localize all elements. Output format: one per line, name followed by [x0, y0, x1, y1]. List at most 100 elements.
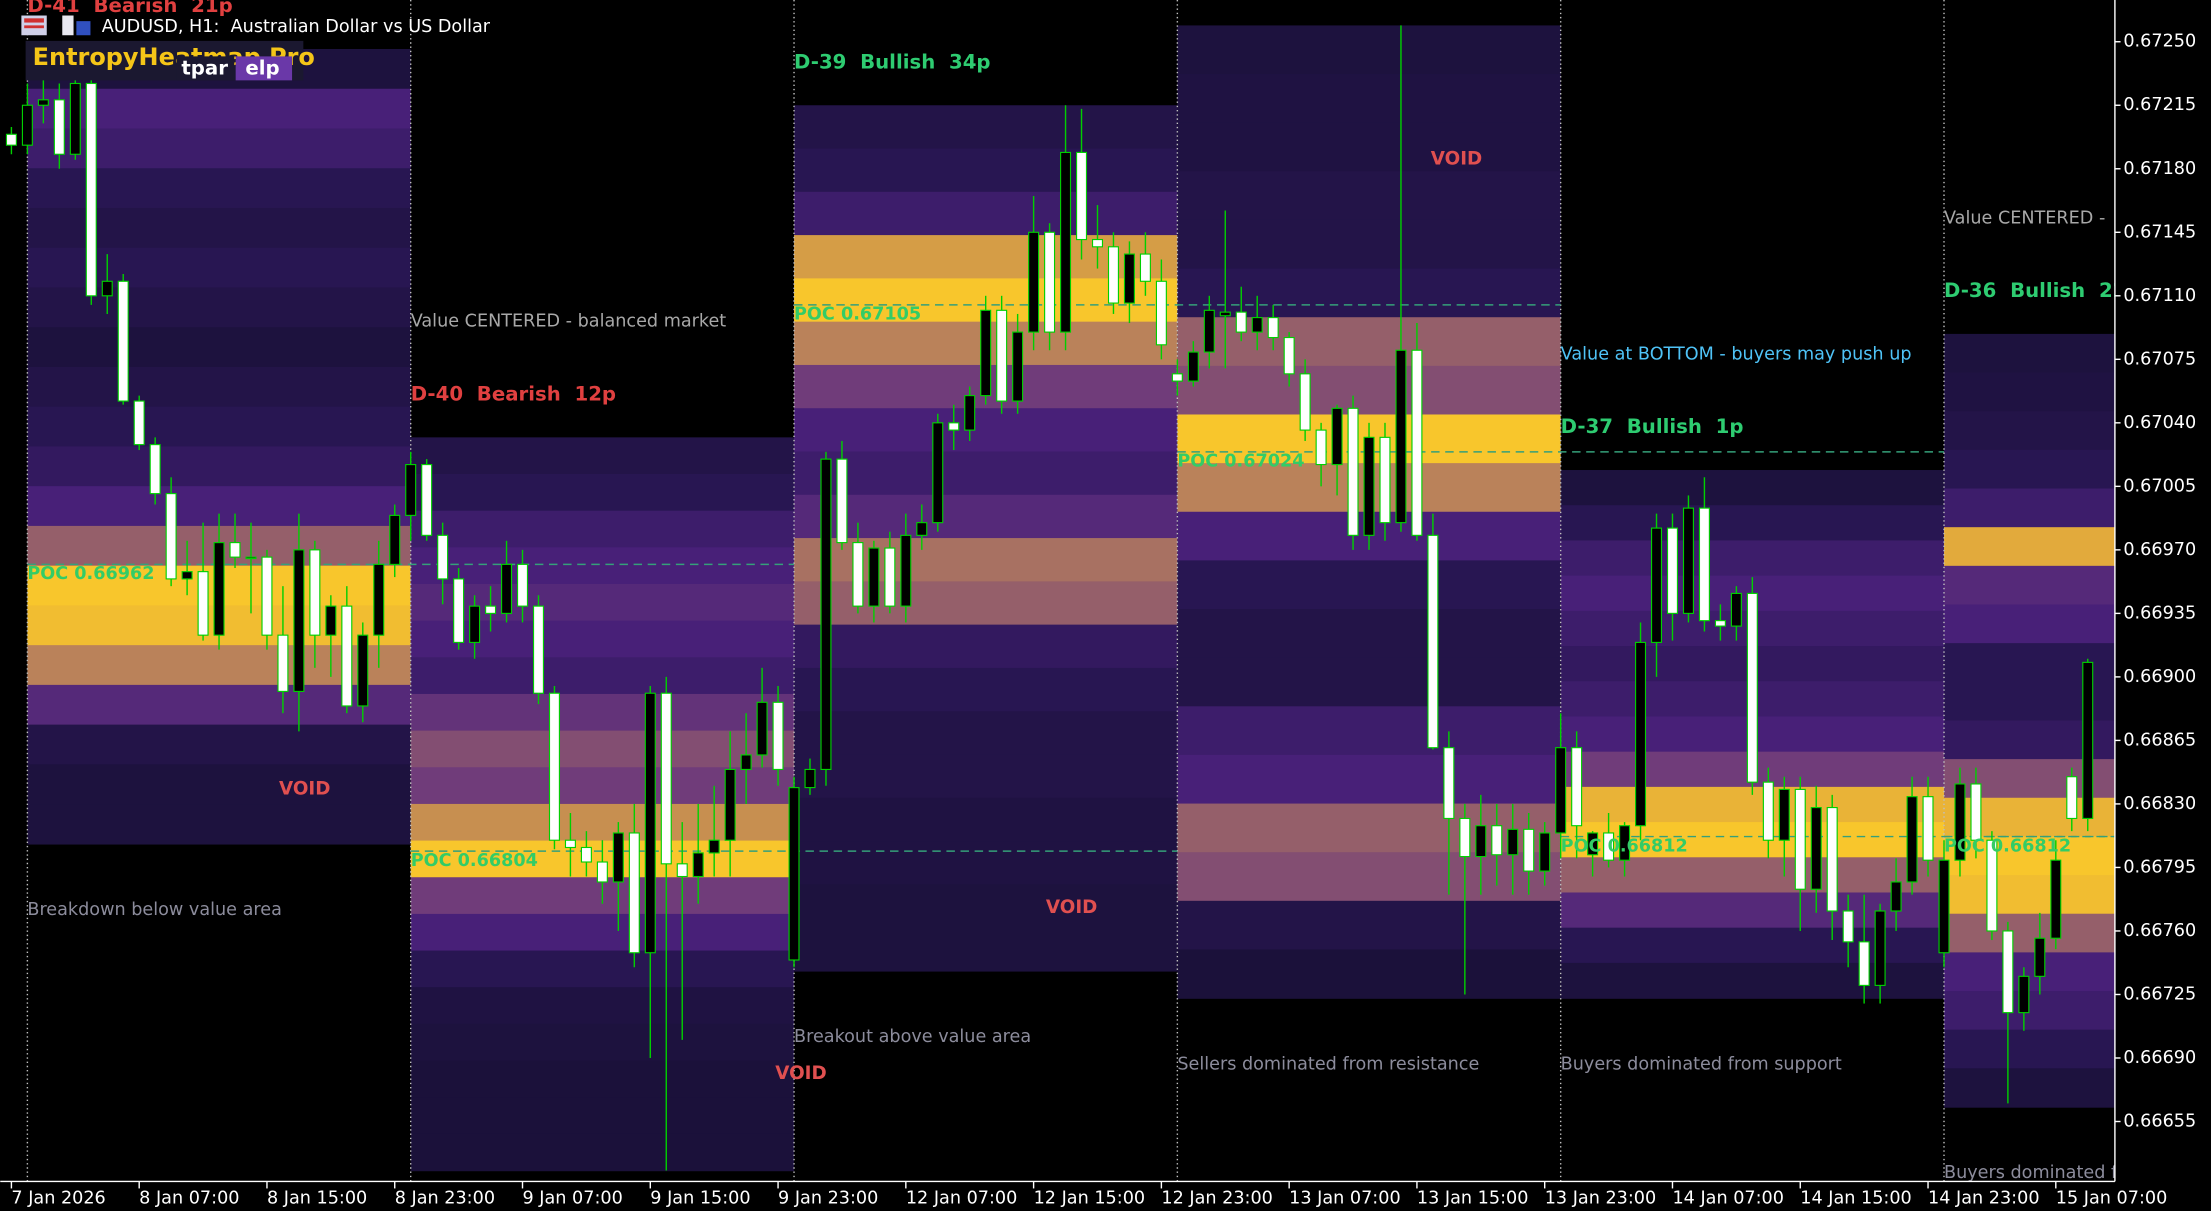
- candle-body: [1044, 231, 1056, 333]
- candle-body: [2082, 661, 2094, 820]
- candle-body: [1475, 825, 1487, 858]
- candle-body: [229, 542, 241, 558]
- candle-body: [932, 422, 944, 524]
- x-tick-label: 13 Jan 07:00: [1289, 1188, 1401, 1208]
- heatmap-cell: [1177, 268, 1561, 318]
- candle-body: [1587, 832, 1599, 856]
- candle-body: [948, 422, 960, 431]
- candle-body: [1283, 336, 1295, 375]
- heatmap-cell: [27, 287, 411, 328]
- button[interactable]: [235, 56, 293, 81]
- heatmap-cell: [1944, 449, 2115, 490]
- candle-body: [724, 768, 736, 841]
- candle-body: [1427, 534, 1439, 749]
- candle-body: [1347, 407, 1359, 536]
- heatmap-cell: [794, 105, 1178, 150]
- heatmap-cell: [27, 327, 411, 368]
- icon: [24, 18, 44, 23]
- heatmap-cell: [410, 657, 795, 695]
- candle-body: [1858, 941, 1870, 986]
- heatmap-cell: [794, 667, 1178, 712]
- candle-body: [1235, 311, 1247, 333]
- heatmap-cell: [27, 684, 411, 726]
- candle-body: [628, 832, 640, 954]
- candle-body: [85, 82, 97, 297]
- button[interactable]: [176, 56, 235, 81]
- heatmap-cell: [27, 88, 411, 130]
- candle-body: [916, 522, 928, 536]
- candle-body: [2034, 937, 2046, 977]
- candle-body: [133, 400, 145, 446]
- candle-body: [1363, 436, 1375, 536]
- heatmap-cell: [1177, 949, 1561, 999]
- candle-body: [325, 605, 337, 636]
- candle-body: [213, 542, 225, 636]
- candle-body: [740, 754, 752, 771]
- candle-body: [1730, 592, 1742, 627]
- candle-body: [596, 861, 608, 883]
- candle-body: [1076, 151, 1088, 241]
- heatmap-cell: [1177, 706, 1561, 756]
- candle-body: [1443, 747, 1455, 820]
- icon: [76, 21, 91, 36]
- x-tick-label: 14 Jan 07:00: [1672, 1188, 1784, 1208]
- heatmap-cell: [1560, 505, 1945, 542]
- x-tick-label: 9 Jan 15:00: [650, 1188, 750, 1208]
- poc-label: POC 0.66812: [1944, 836, 2071, 856]
- heatmap-cell: [1560, 892, 1945, 929]
- value-note: Value at BOTTOM - buyers may push up: [1561, 344, 1912, 364]
- candle-body: [5, 133, 17, 146]
- candle-body: [1267, 317, 1279, 339]
- candle-body: [1060, 151, 1072, 333]
- candle-body: [1155, 280, 1167, 346]
- heatmap-cell: [794, 581, 1178, 626]
- icon: [24, 25, 44, 29]
- candle-body: [644, 692, 656, 954]
- y-tick-label: 0.66970: [2123, 540, 2196, 560]
- heatmap-cell: [27, 366, 411, 408]
- heatmap-cell: [1944, 527, 2115, 567]
- candle-body: [469, 605, 481, 643]
- candle-body: [2018, 975, 2030, 1014]
- session-note: Breakdown below value area: [27, 900, 282, 920]
- heatmap-cell: [794, 494, 1178, 539]
- candle-body: [1507, 828, 1519, 856]
- candle-body: [1682, 507, 1694, 614]
- y-tick-label: 0.67005: [2123, 476, 2196, 496]
- y-tick-label: 0.67215: [2123, 95, 2196, 115]
- x-tick-label: 8 Jan 07:00: [139, 1188, 239, 1208]
- button-label[interactable]: elp: [245, 57, 279, 80]
- candle-body: [357, 634, 369, 707]
- heatmap-cell: [410, 803, 795, 842]
- candle-body: [612, 832, 624, 883]
- candle-body: [772, 701, 784, 771]
- heatmap-cell: [27, 247, 411, 289]
- session-note: Buyers dominated fr: [1944, 1163, 2125, 1183]
- candle-body: [868, 547, 880, 607]
- button-label[interactable]: tpar: [181, 57, 228, 80]
- candle-body: [676, 863, 688, 878]
- heatmap-cell: [1560, 857, 1945, 894]
- candle-body: [437, 534, 449, 580]
- candle-body: [1762, 781, 1774, 841]
- candle-body: [996, 309, 1008, 402]
- candle-body: [1890, 881, 1902, 912]
- heatmap-cell: [410, 1023, 795, 1062]
- profile-title: D-36 Bullish 22p: [1944, 279, 2141, 302]
- profile-title: D-37 Bullish 1p: [1561, 415, 1744, 438]
- candle-body: [21, 104, 33, 146]
- value-note: Value CENTERED -: [1944, 208, 2105, 228]
- candle-body: [1906, 796, 1918, 883]
- candle-body: [453, 578, 465, 643]
- candle-body: [1411, 349, 1423, 536]
- heatmap-cell: [1944, 411, 2115, 451]
- heatmap-cell: [1944, 836, 2115, 876]
- candle-body: [788, 787, 800, 961]
- candle-body: [501, 563, 513, 614]
- candle-body: [1746, 592, 1758, 783]
- candle-body: [1107, 246, 1119, 304]
- candle-body: [836, 458, 848, 544]
- poc-label: POC 0.66804: [411, 851, 538, 871]
